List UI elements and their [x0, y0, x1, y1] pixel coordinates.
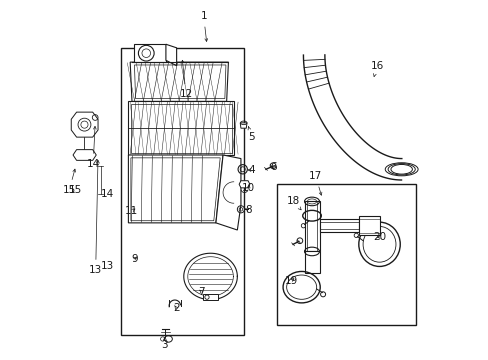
Text: 2: 2 — [172, 303, 179, 313]
Polygon shape — [203, 294, 217, 300]
Text: 13: 13 — [89, 160, 102, 275]
Polygon shape — [128, 155, 223, 223]
Polygon shape — [73, 150, 96, 160]
Text: 16: 16 — [370, 61, 383, 77]
Text: 1: 1 — [200, 12, 207, 41]
Text: 20: 20 — [372, 232, 385, 242]
Polygon shape — [183, 253, 237, 300]
Text: 17: 17 — [308, 171, 322, 195]
Bar — [121, 48, 244, 336]
Polygon shape — [130, 62, 228, 102]
Text: 3: 3 — [161, 337, 167, 350]
Polygon shape — [239, 181, 249, 188]
Polygon shape — [134, 44, 165, 62]
Polygon shape — [304, 251, 319, 273]
Polygon shape — [216, 155, 241, 230]
Text: 15: 15 — [62, 169, 76, 195]
Text: 11: 11 — [124, 206, 138, 216]
Text: 9: 9 — [131, 253, 138, 264]
Bar — [276, 184, 415, 325]
Text: 6: 6 — [269, 162, 276, 172]
Text: 14: 14 — [101, 189, 114, 199]
Text: 18: 18 — [286, 197, 301, 210]
Polygon shape — [165, 44, 176, 66]
Polygon shape — [319, 219, 358, 232]
Text: 13: 13 — [101, 261, 114, 271]
Text: 8: 8 — [244, 205, 251, 215]
Text: 19: 19 — [284, 276, 297, 286]
Polygon shape — [304, 202, 319, 251]
Text: 7: 7 — [198, 287, 205, 297]
Text: 4: 4 — [247, 165, 255, 175]
Polygon shape — [358, 216, 379, 235]
Text: 5: 5 — [247, 127, 255, 142]
Polygon shape — [128, 102, 233, 155]
Polygon shape — [303, 55, 401, 180]
Text: 14: 14 — [86, 126, 100, 169]
Polygon shape — [240, 123, 246, 128]
Text: 10: 10 — [242, 183, 255, 193]
Text: 12: 12 — [179, 60, 192, 99]
Text: 15: 15 — [69, 185, 82, 195]
Polygon shape — [71, 112, 98, 137]
